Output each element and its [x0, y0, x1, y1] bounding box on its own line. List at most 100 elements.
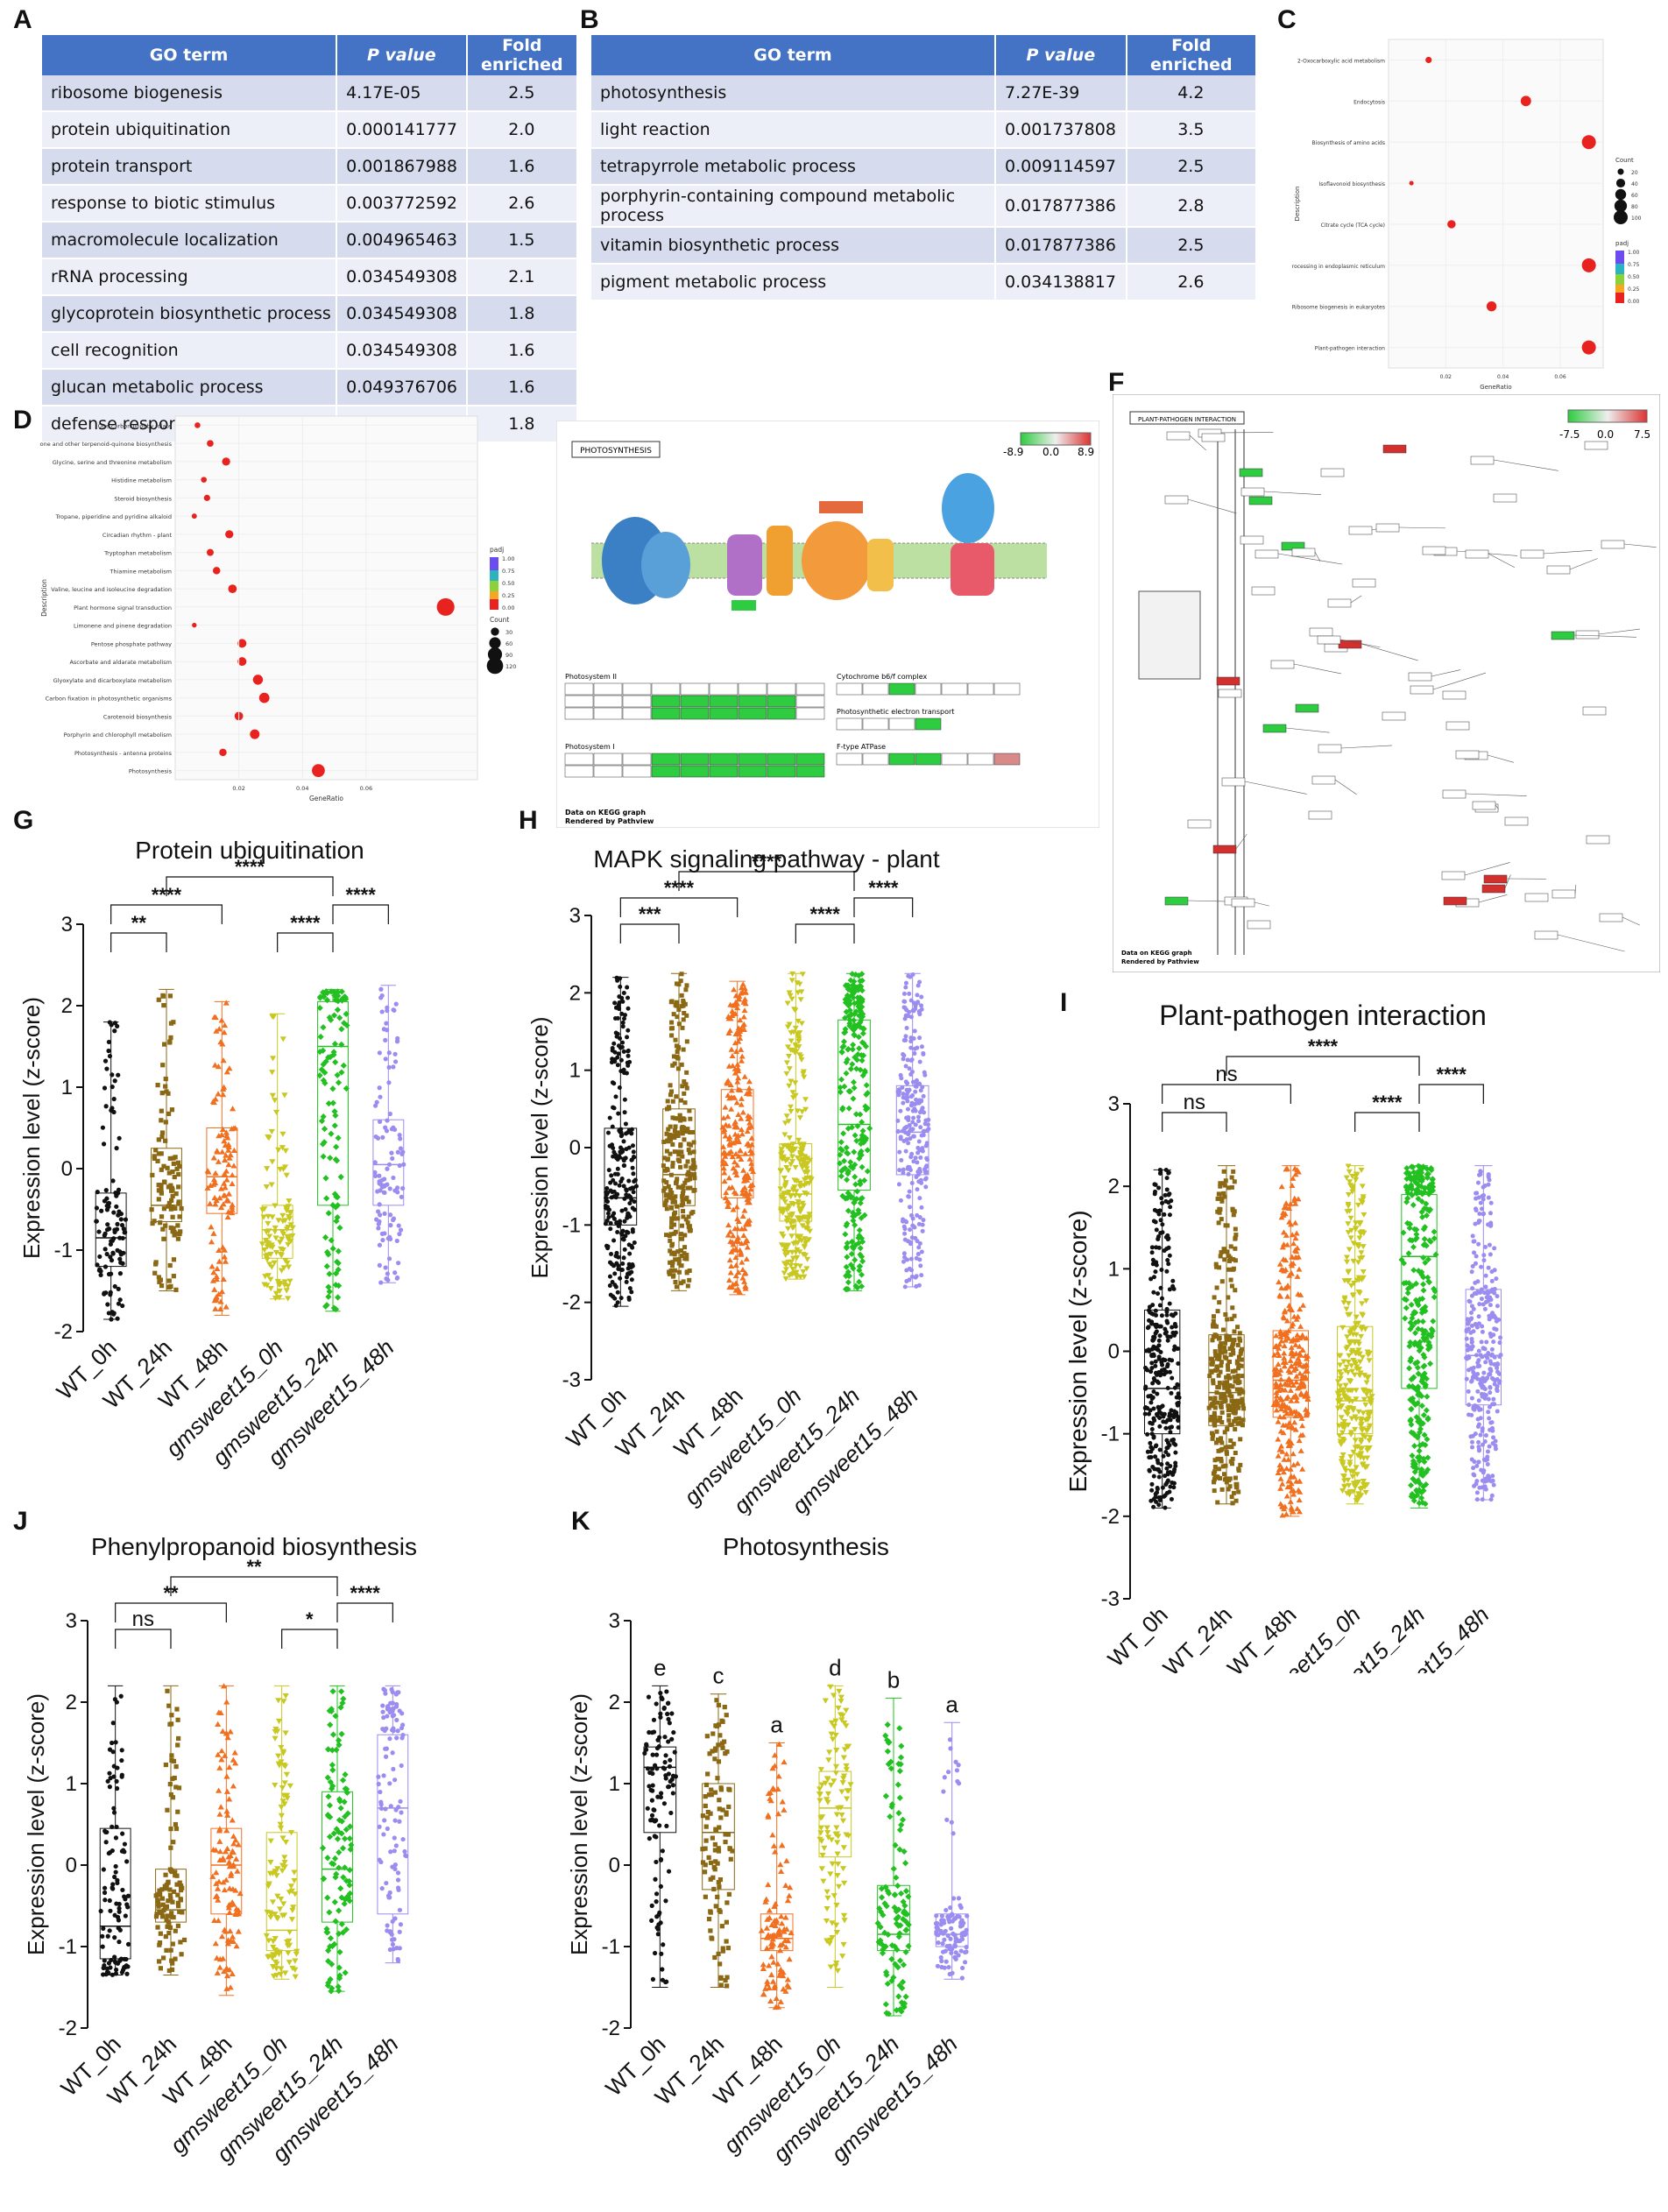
y-tick-label: -1 — [59, 1935, 77, 1959]
significance-label: **** — [346, 884, 377, 906]
data-point — [1471, 1404, 1476, 1410]
data-point — [1292, 1235, 1299, 1241]
data-point — [914, 1097, 919, 1102]
data-point — [1355, 1491, 1362, 1497]
data-point — [372, 1170, 378, 1175]
data-point — [1165, 1334, 1170, 1339]
data-point — [626, 1178, 632, 1184]
table-cell: 1.6 — [466, 148, 579, 186]
pathway-arrow — [1465, 793, 1527, 796]
data-point — [1336, 1433, 1343, 1439]
data-point — [662, 1185, 668, 1191]
data-point — [322, 1079, 329, 1086]
data-point — [212, 1305, 219, 1311]
gene-box — [1465, 549, 1489, 559]
pathway-arrow — [1277, 553, 1343, 565]
data-point — [389, 1127, 394, 1132]
data-point — [1175, 1346, 1180, 1352]
data-point — [919, 1273, 924, 1278]
data-point — [611, 1238, 617, 1243]
data-point — [1153, 1370, 1158, 1375]
data-point — [278, 1268, 286, 1274]
data-point — [621, 1255, 626, 1261]
data-point — [1488, 1372, 1493, 1377]
data-point — [681, 1017, 686, 1022]
data-point — [914, 1078, 919, 1083]
data-point — [632, 1199, 637, 1205]
data-point — [1407, 1416, 1414, 1423]
data-point — [158, 1220, 163, 1226]
data-point — [1236, 1468, 1241, 1473]
data-point — [788, 1162, 795, 1168]
data-point — [1429, 1176, 1436, 1183]
y-tick-label: 3 — [61, 913, 73, 936]
data-point — [1468, 1434, 1474, 1439]
data-point — [110, 1740, 115, 1746]
data-point — [224, 1198, 232, 1204]
data-point — [722, 1133, 729, 1139]
data-point — [626, 1006, 631, 1011]
data-point — [173, 1821, 178, 1827]
gene-box — [941, 753, 968, 766]
data-point — [838, 1147, 845, 1154]
data-point — [674, 1000, 679, 1005]
data-point — [1151, 1375, 1156, 1381]
data-point — [798, 1021, 805, 1027]
data-point — [1229, 1461, 1234, 1466]
data-point — [1276, 1261, 1283, 1267]
gene-box — [1262, 724, 1287, 733]
data-point — [802, 1154, 809, 1160]
gene-box — [1481, 884, 1506, 894]
data-point — [1288, 1344, 1295, 1350]
data-point — [1151, 1389, 1156, 1395]
gene-box — [1534, 930, 1558, 940]
data-point — [1212, 1396, 1218, 1401]
data-point — [171, 1020, 176, 1025]
data-point — [1228, 1244, 1233, 1249]
data-point — [156, 997, 161, 1002]
colorbar-segment — [1615, 274, 1624, 277]
data-point — [1474, 1208, 1479, 1213]
data-point — [168, 1206, 173, 1212]
data-point — [335, 1294, 342, 1301]
data-point — [1155, 1391, 1160, 1396]
data-point — [1226, 1367, 1231, 1372]
data-point — [841, 1157, 848, 1164]
data-point — [673, 1257, 678, 1262]
data-point — [110, 1749, 116, 1755]
data-point — [111, 1210, 117, 1215]
data-point — [1149, 1454, 1154, 1459]
data-point — [1157, 1424, 1163, 1429]
data-point — [377, 1202, 382, 1207]
data-point — [1278, 1396, 1285, 1403]
data-point — [1418, 1495, 1425, 1502]
data-point — [854, 1284, 861, 1291]
data-point — [378, 995, 384, 1000]
data-point — [735, 1112, 742, 1118]
label-cytochrome: Cytochrome b6/f complex — [837, 673, 927, 681]
data-point — [611, 1177, 616, 1183]
data-point — [605, 1130, 611, 1135]
data-point — [279, 1036, 286, 1042]
data-point — [1297, 1361, 1304, 1367]
data-point — [691, 1140, 696, 1145]
data-point — [664, 1198, 669, 1203]
gene-box — [1546, 565, 1571, 575]
data-point — [203, 494, 210, 501]
data-point — [1411, 1431, 1418, 1438]
data-point — [1156, 1338, 1162, 1343]
data-point — [921, 1218, 926, 1223]
data-point — [1357, 1359, 1364, 1365]
data-point — [1167, 1411, 1172, 1417]
data-point — [160, 993, 166, 999]
data-point — [1293, 1316, 1300, 1322]
data-point — [1293, 1230, 1300, 1236]
data-point — [788, 1108, 795, 1114]
data-point — [847, 1261, 854, 1269]
gene-box — [836, 753, 863, 766]
data-point — [907, 1066, 912, 1071]
boxplot-i: Plant-pathogen interaction-3-2-10123Expr… — [1064, 1000, 1503, 1673]
data-point — [614, 1254, 619, 1259]
data-point — [1214, 1285, 1219, 1290]
data-point — [281, 1092, 288, 1099]
